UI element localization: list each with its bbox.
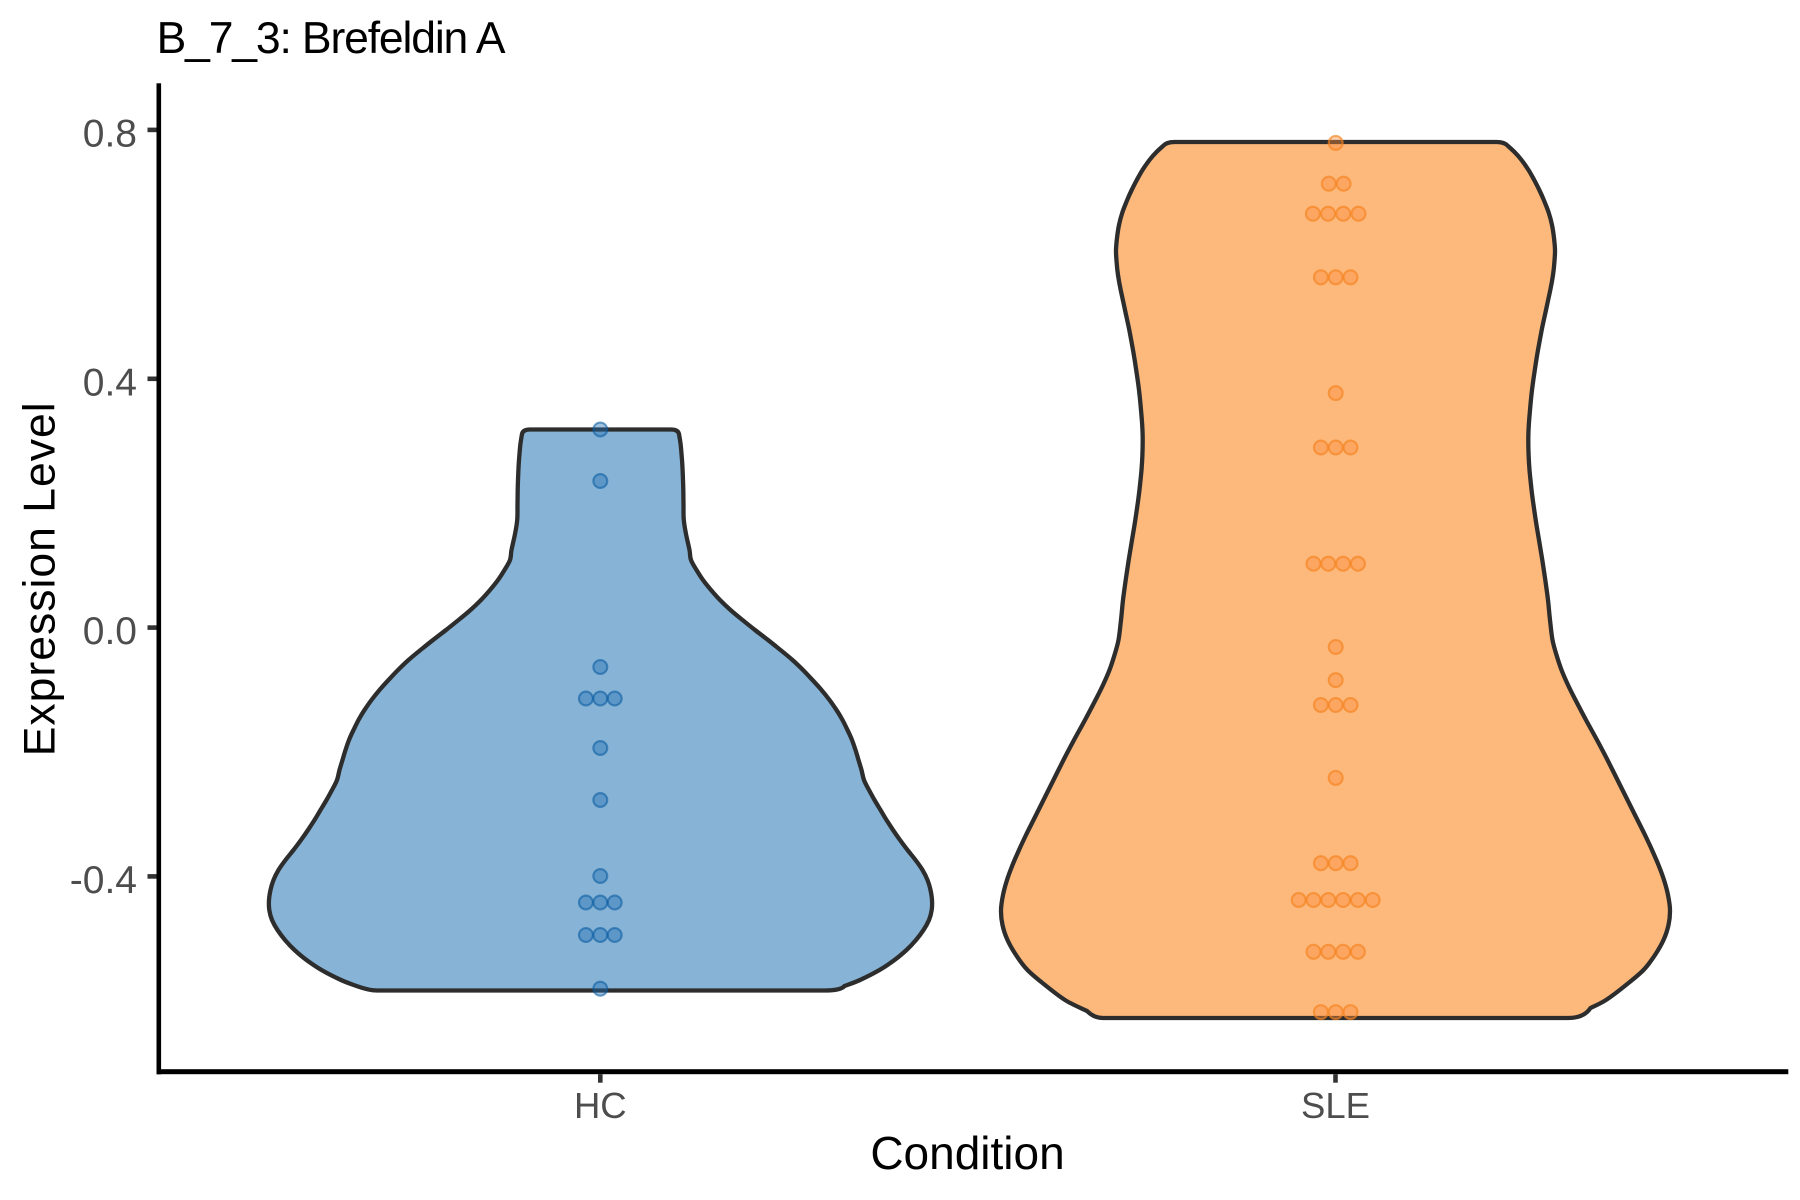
svg-text:SLE: SLE bbox=[1301, 1085, 1370, 1126]
svg-text:-0.4: -0.4 bbox=[70, 859, 137, 902]
svg-text:0.8: 0.8 bbox=[83, 113, 137, 156]
svg-text:B_7_3: Brefeldin A: B_7_3: Brefeldin A bbox=[157, 14, 506, 63]
svg-text:0.4: 0.4 bbox=[83, 361, 137, 404]
svg-text:HC: HC bbox=[574, 1085, 627, 1126]
svg-text:Expression Level: Expression Level bbox=[15, 402, 64, 756]
svg-text:Condition: Condition bbox=[870, 1127, 1064, 1179]
svg-text:0.0: 0.0 bbox=[83, 610, 137, 653]
